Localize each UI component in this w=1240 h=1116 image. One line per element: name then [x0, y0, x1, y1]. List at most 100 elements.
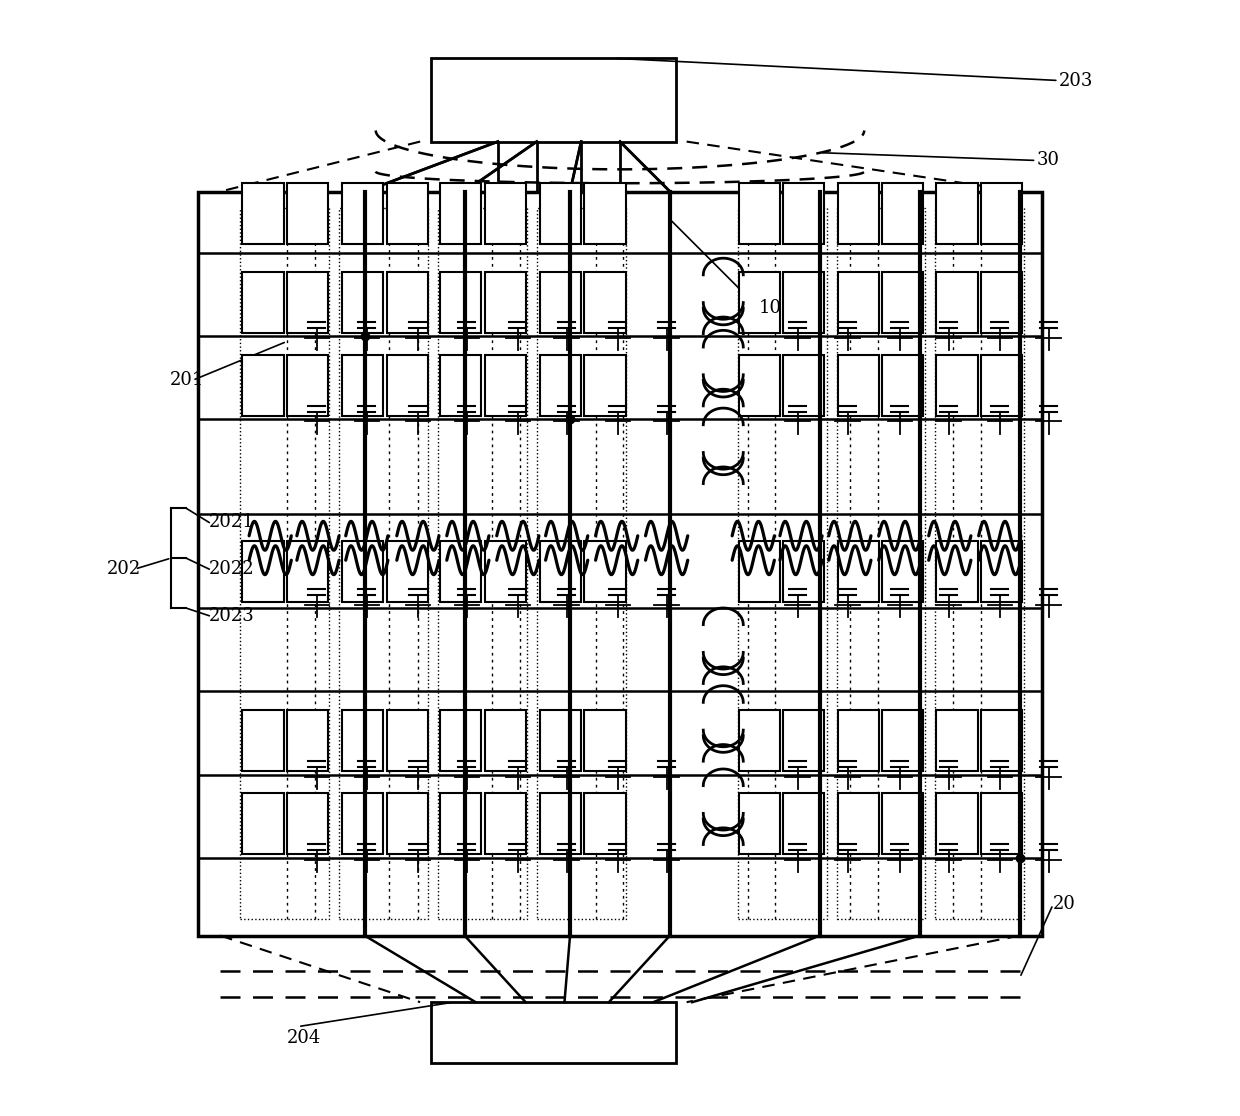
- Text: 201: 201: [170, 372, 205, 389]
- Bar: [286, 710, 327, 771]
- Bar: [438, 209, 527, 918]
- Bar: [936, 355, 977, 416]
- Bar: [387, 183, 428, 243]
- Bar: [584, 793, 625, 855]
- Bar: [838, 710, 879, 771]
- Bar: [784, 710, 825, 771]
- Bar: [981, 793, 1022, 855]
- Bar: [882, 793, 923, 855]
- Bar: [882, 183, 923, 243]
- Bar: [936, 183, 977, 243]
- Bar: [882, 355, 923, 416]
- Bar: [286, 793, 327, 855]
- Bar: [784, 271, 825, 333]
- Bar: [286, 541, 327, 603]
- Bar: [541, 710, 582, 771]
- Bar: [537, 209, 625, 918]
- Bar: [387, 710, 428, 771]
- Bar: [739, 710, 780, 771]
- Bar: [784, 541, 825, 603]
- Bar: [387, 355, 428, 416]
- Text: 10: 10: [759, 299, 781, 317]
- Bar: [584, 541, 625, 603]
- Bar: [432, 1002, 676, 1064]
- Bar: [286, 183, 327, 243]
- Bar: [541, 183, 582, 243]
- Bar: [541, 541, 582, 603]
- Bar: [440, 183, 481, 243]
- Bar: [584, 271, 625, 333]
- Bar: [432, 58, 676, 142]
- Bar: [286, 355, 327, 416]
- Bar: [241, 209, 329, 918]
- Bar: [784, 355, 825, 416]
- Text: 2021: 2021: [210, 513, 255, 531]
- Bar: [485, 710, 526, 771]
- Bar: [936, 793, 977, 855]
- Bar: [882, 271, 923, 333]
- Bar: [387, 541, 428, 603]
- Bar: [584, 355, 625, 416]
- Bar: [485, 271, 526, 333]
- Bar: [243, 271, 284, 333]
- Bar: [739, 183, 780, 243]
- Text: 20: 20: [1053, 895, 1076, 914]
- Bar: [739, 541, 780, 603]
- Text: 2022: 2022: [210, 560, 254, 578]
- Bar: [342, 183, 383, 243]
- Bar: [882, 710, 923, 771]
- Bar: [440, 793, 481, 855]
- Bar: [243, 710, 284, 771]
- Text: 2023: 2023: [210, 607, 255, 625]
- Bar: [981, 541, 1022, 603]
- Bar: [342, 710, 383, 771]
- Bar: [485, 183, 526, 243]
- Bar: [485, 793, 526, 855]
- Bar: [198, 192, 1042, 935]
- Bar: [286, 271, 327, 333]
- Text: 203: 203: [1059, 71, 1092, 89]
- Bar: [440, 541, 481, 603]
- Bar: [739, 271, 780, 333]
- Bar: [342, 355, 383, 416]
- Text: 30: 30: [1037, 152, 1059, 170]
- Bar: [838, 355, 879, 416]
- Bar: [838, 271, 879, 333]
- Bar: [981, 271, 1022, 333]
- Bar: [485, 541, 526, 603]
- Bar: [541, 793, 582, 855]
- Bar: [784, 793, 825, 855]
- Bar: [981, 710, 1022, 771]
- Bar: [440, 710, 481, 771]
- Bar: [838, 793, 879, 855]
- Bar: [541, 271, 582, 333]
- Bar: [936, 541, 977, 603]
- Bar: [243, 355, 284, 416]
- Bar: [342, 541, 383, 603]
- Bar: [936, 271, 977, 333]
- Bar: [243, 541, 284, 603]
- Bar: [738, 209, 827, 918]
- Bar: [440, 355, 481, 416]
- Bar: [387, 271, 428, 333]
- Bar: [342, 271, 383, 333]
- Bar: [243, 183, 284, 243]
- Bar: [243, 793, 284, 855]
- Bar: [739, 355, 780, 416]
- Bar: [739, 793, 780, 855]
- Bar: [935, 209, 1024, 918]
- Bar: [936, 710, 977, 771]
- Bar: [339, 209, 428, 918]
- Bar: [838, 541, 879, 603]
- Bar: [387, 793, 428, 855]
- Bar: [485, 355, 526, 416]
- Bar: [981, 183, 1022, 243]
- Text: 202: 202: [107, 560, 141, 578]
- Bar: [584, 183, 625, 243]
- Bar: [784, 183, 825, 243]
- Text: 204: 204: [286, 1029, 321, 1047]
- Bar: [584, 710, 625, 771]
- Bar: [882, 541, 923, 603]
- Bar: [342, 793, 383, 855]
- Bar: [837, 209, 925, 918]
